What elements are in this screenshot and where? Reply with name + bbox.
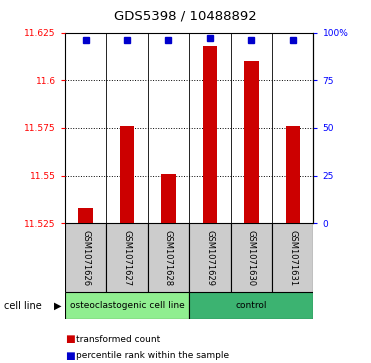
Bar	[65, 223, 106, 292]
Bar	[148, 223, 189, 292]
Text: GSM1071627: GSM1071627	[122, 230, 132, 286]
Bar	[106, 223, 148, 292]
Text: GSM1071626: GSM1071626	[81, 230, 90, 286]
Bar	[231, 223, 272, 292]
Bar	[189, 292, 313, 319]
Bar	[244, 61, 259, 223]
Text: cell line: cell line	[4, 301, 42, 311]
Bar	[65, 292, 189, 319]
Text: GSM1071631: GSM1071631	[288, 230, 297, 286]
Text: transformed count: transformed count	[76, 335, 160, 344]
Text: control: control	[236, 301, 267, 310]
Text: percentile rank within the sample: percentile rank within the sample	[76, 351, 229, 360]
Text: GSM1071628: GSM1071628	[164, 230, 173, 286]
Text: GSM1071629: GSM1071629	[206, 230, 214, 286]
Text: GDS5398 / 10488892: GDS5398 / 10488892	[114, 9, 257, 22]
Bar	[78, 208, 93, 223]
Bar	[286, 126, 300, 223]
Bar	[161, 174, 176, 223]
Bar	[272, 223, 313, 292]
Text: osteoclastogenic cell line: osteoclastogenic cell line	[70, 301, 184, 310]
Text: ▶: ▶	[54, 301, 61, 311]
Bar	[189, 223, 231, 292]
Text: GSM1071630: GSM1071630	[247, 230, 256, 286]
Bar	[203, 46, 217, 223]
Text: ■: ■	[65, 351, 75, 361]
Bar	[120, 126, 134, 223]
Text: ■: ■	[65, 334, 75, 344]
